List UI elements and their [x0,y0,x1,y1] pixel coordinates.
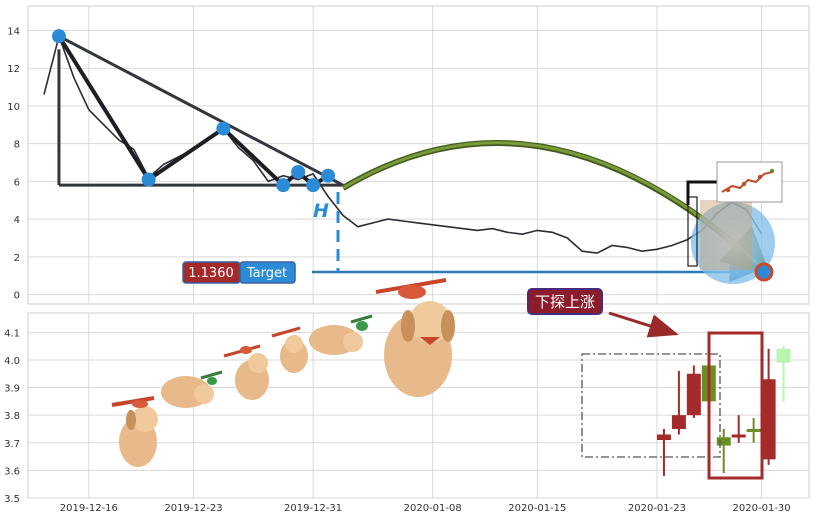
descending-trendline [58,34,344,187]
x-tick-label: 2019-12-16 [60,503,118,514]
top-y-tick-label: 0 [14,291,20,302]
target-label-text: Target [246,266,287,281]
x-tick-label: 2019-12-31 [284,503,342,514]
pattern-point-marker-1 [141,172,156,187]
axis-ticks: 2019-12-16 2019-12-23 2019-12-31 2020-01-08… [4,27,791,514]
top-y-tick-label: 4 [14,215,20,226]
callout-badge: 下探上涨 [527,288,603,315]
h-label: H [313,200,329,222]
puppy-4 [271,326,308,373]
puppy-1 [111,396,158,467]
bottom-y-tick-label: 3.9 [4,384,20,395]
puppy-5 [309,314,373,355]
target-value-text: 1.1360 [188,266,234,281]
bottom-y-tick-label: 4.1 [4,328,20,339]
reversal-box [707,331,764,480]
x-tick-label: 2019-12-23 [164,503,222,514]
target-label-box [239,261,296,284]
top-y-tick-label: 6 [14,177,20,188]
callout-arrow [608,311,679,338]
puppy-2 [161,370,223,408]
candle-body-1 [671,415,686,429]
target-arrow-group: H [312,192,755,282]
puppy-3 [223,344,269,400]
candle-body-4 [716,437,731,446]
pattern-point-marker-5 [306,178,321,193]
candle-body-0 [656,434,671,441]
bottom-y-tick-label: 3.8 [4,411,20,422]
consolidation-box [581,353,721,458]
pattern-overlay [51,29,344,193]
price-line [43,33,763,254]
target-value-badge: 1.1360 [182,261,241,284]
top-y-tick-label: 10 [7,102,20,113]
puppy-6 [375,278,455,397]
glow-area [691,202,775,284]
top-y-tick-label: 8 [14,140,20,151]
top-y-tick-label: 14 [7,27,20,38]
x-tick-label: 2020-01-30 [733,503,791,514]
bottom-y-tick-label: 3.5 [4,494,20,505]
pattern-point-marker-4 [291,164,306,179]
bracket-box [687,196,698,267]
top-y-tick-label: 2 [14,253,20,264]
pattern-point-marker-6 [321,168,336,183]
pattern-point-marker-3 [276,178,291,193]
callout-text: 下探上涨 [535,293,595,311]
candlesticks [656,346,791,476]
target-end-marker [754,262,774,282]
flying-puppies-illustration [111,278,455,467]
candle-body-8 [776,348,791,363]
bottom-y-tick-label: 3.7 [4,439,20,450]
x-tick-label: 2020-01-08 [404,503,462,514]
target-label-badge: Target [239,261,296,284]
x-tick-label: 2020-01-23 [628,503,686,514]
candle-body-5 [731,434,746,438]
top-y-tick-label: 12 [7,64,20,75]
bottom-y-tick-label: 4.0 [4,356,20,367]
pattern-point-marker-2 [216,121,231,136]
x-tick-label: 2020-01-15 [508,503,566,514]
callout-box [527,288,603,315]
pattern-point-marker-0 [51,29,66,44]
bottom-y-tick-label: 3.6 [4,466,20,477]
price-series [43,33,763,254]
candle-body-2 [686,373,701,416]
candle-body-6 [746,428,761,432]
bracket-line [686,180,717,205]
highlight-rect [700,200,752,270]
sleigh-thumbnail [716,161,783,203]
candle-body-7 [761,379,776,460]
